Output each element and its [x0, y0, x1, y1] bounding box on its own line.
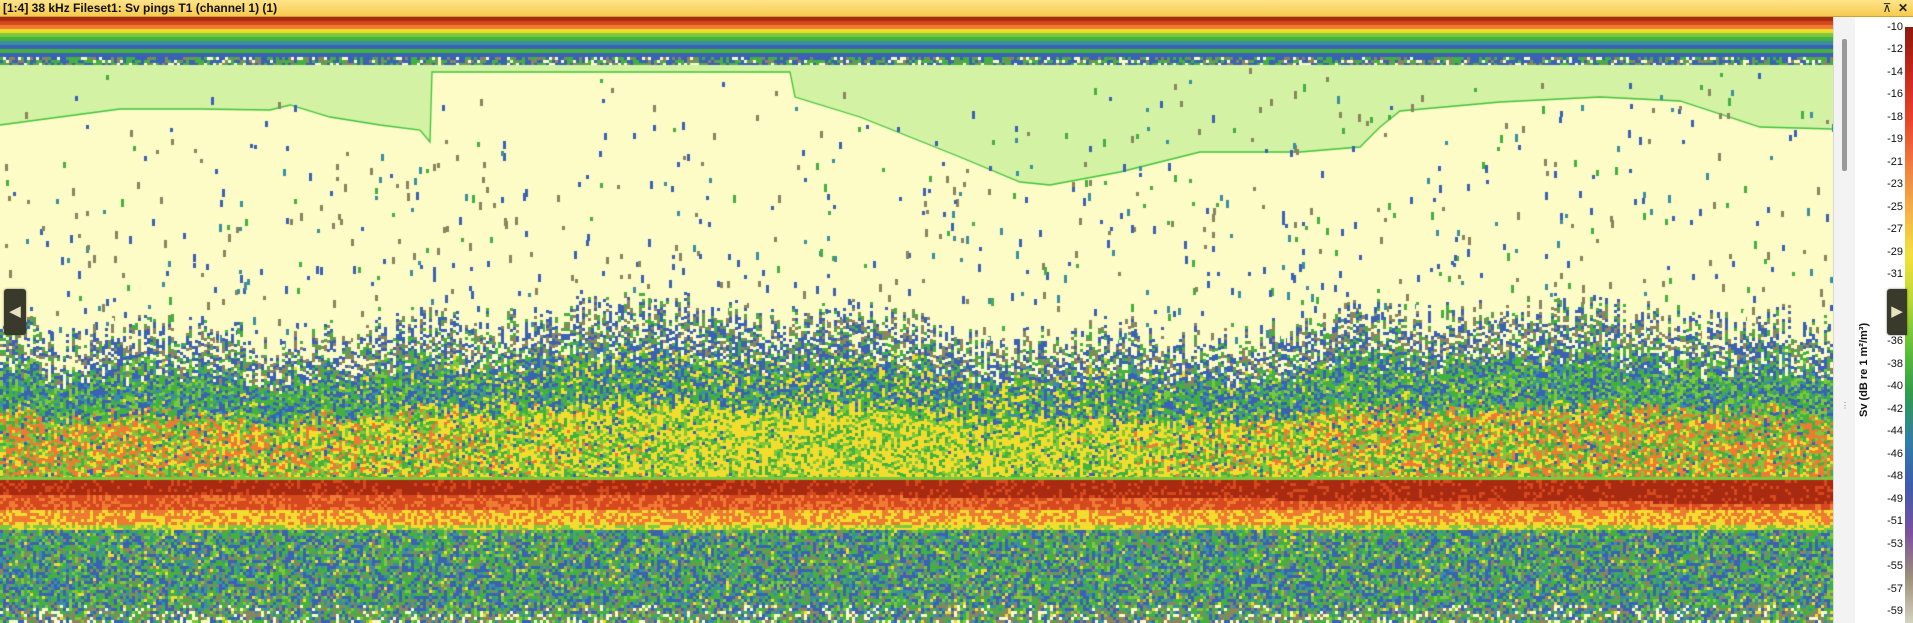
vertical-scrollbar[interactable]: ⋮ [1833, 17, 1855, 623]
echogram-image[interactable] [0, 17, 1833, 623]
color-scale-tick: -40 [1887, 380, 1903, 393]
color-scale-tick: -53 [1887, 537, 1903, 550]
scroll-left-button[interactable]: ◀ [4, 289, 26, 335]
scroll-right-button[interactable]: ▶ [1887, 289, 1907, 335]
color-scale-tick: -44 [1887, 425, 1903, 438]
color-scale-tick: -25 [1887, 200, 1903, 213]
color-scale-tick: -46 [1887, 447, 1903, 460]
color-scale-tick: -36 [1887, 335, 1903, 348]
color-scale-tick: -19 [1887, 133, 1903, 146]
vertical-scrollbar-thumb[interactable] [1842, 39, 1847, 171]
color-scale-tick: -55 [1887, 560, 1903, 573]
close-icon[interactable]: ✕ [1897, 1, 1909, 15]
color-scale-tick: -29 [1887, 245, 1903, 258]
color-scale-tick: -49 [1887, 492, 1903, 505]
color-scale-tick: -14 [1887, 65, 1903, 78]
chevron-right-icon: ▶ [1891, 303, 1903, 320]
title-bar[interactable]: [1:4] 38 kHz Fileset1: Sv pings T1 (chan… [0, 0, 1913, 17]
color-scale-tick: -42 [1887, 402, 1903, 415]
color-scale-tick: -16 [1887, 88, 1903, 101]
color-scale-tick: -27 [1887, 223, 1903, 236]
color-scale-tick: -23 [1887, 178, 1903, 191]
color-scale-tick: -10 [1887, 21, 1903, 33]
color-scale-tick: -48 [1887, 470, 1903, 483]
color-scale-tick: -12 [1887, 43, 1903, 56]
window-title: [1:4] 38 kHz Fileset1: Sv pings T1 (chan… [3, 1, 278, 15]
grip-icon[interactable]: ⋮ [1841, 401, 1849, 410]
color-scale-bar [1905, 27, 1913, 623]
color-scale-tick: -59 [1887, 605, 1903, 617]
color-scale-tick: -18 [1887, 110, 1903, 123]
pin-icon[interactable]: ⊼ [1882, 1, 1892, 15]
color-scale-tick: -31 [1887, 268, 1903, 281]
color-scale-label: Sv (dB re 1 m²/m³) [1858, 322, 1870, 417]
color-scale-tick: -38 [1887, 357, 1903, 370]
color-scale-tick: -57 [1887, 582, 1903, 595]
color-scale-tick: -21 [1887, 155, 1903, 168]
chevron-left-icon: ◀ [9, 303, 21, 320]
echogram-canvas-area[interactable] [0, 17, 1833, 623]
color-scale-tick: -51 [1887, 515, 1903, 528]
